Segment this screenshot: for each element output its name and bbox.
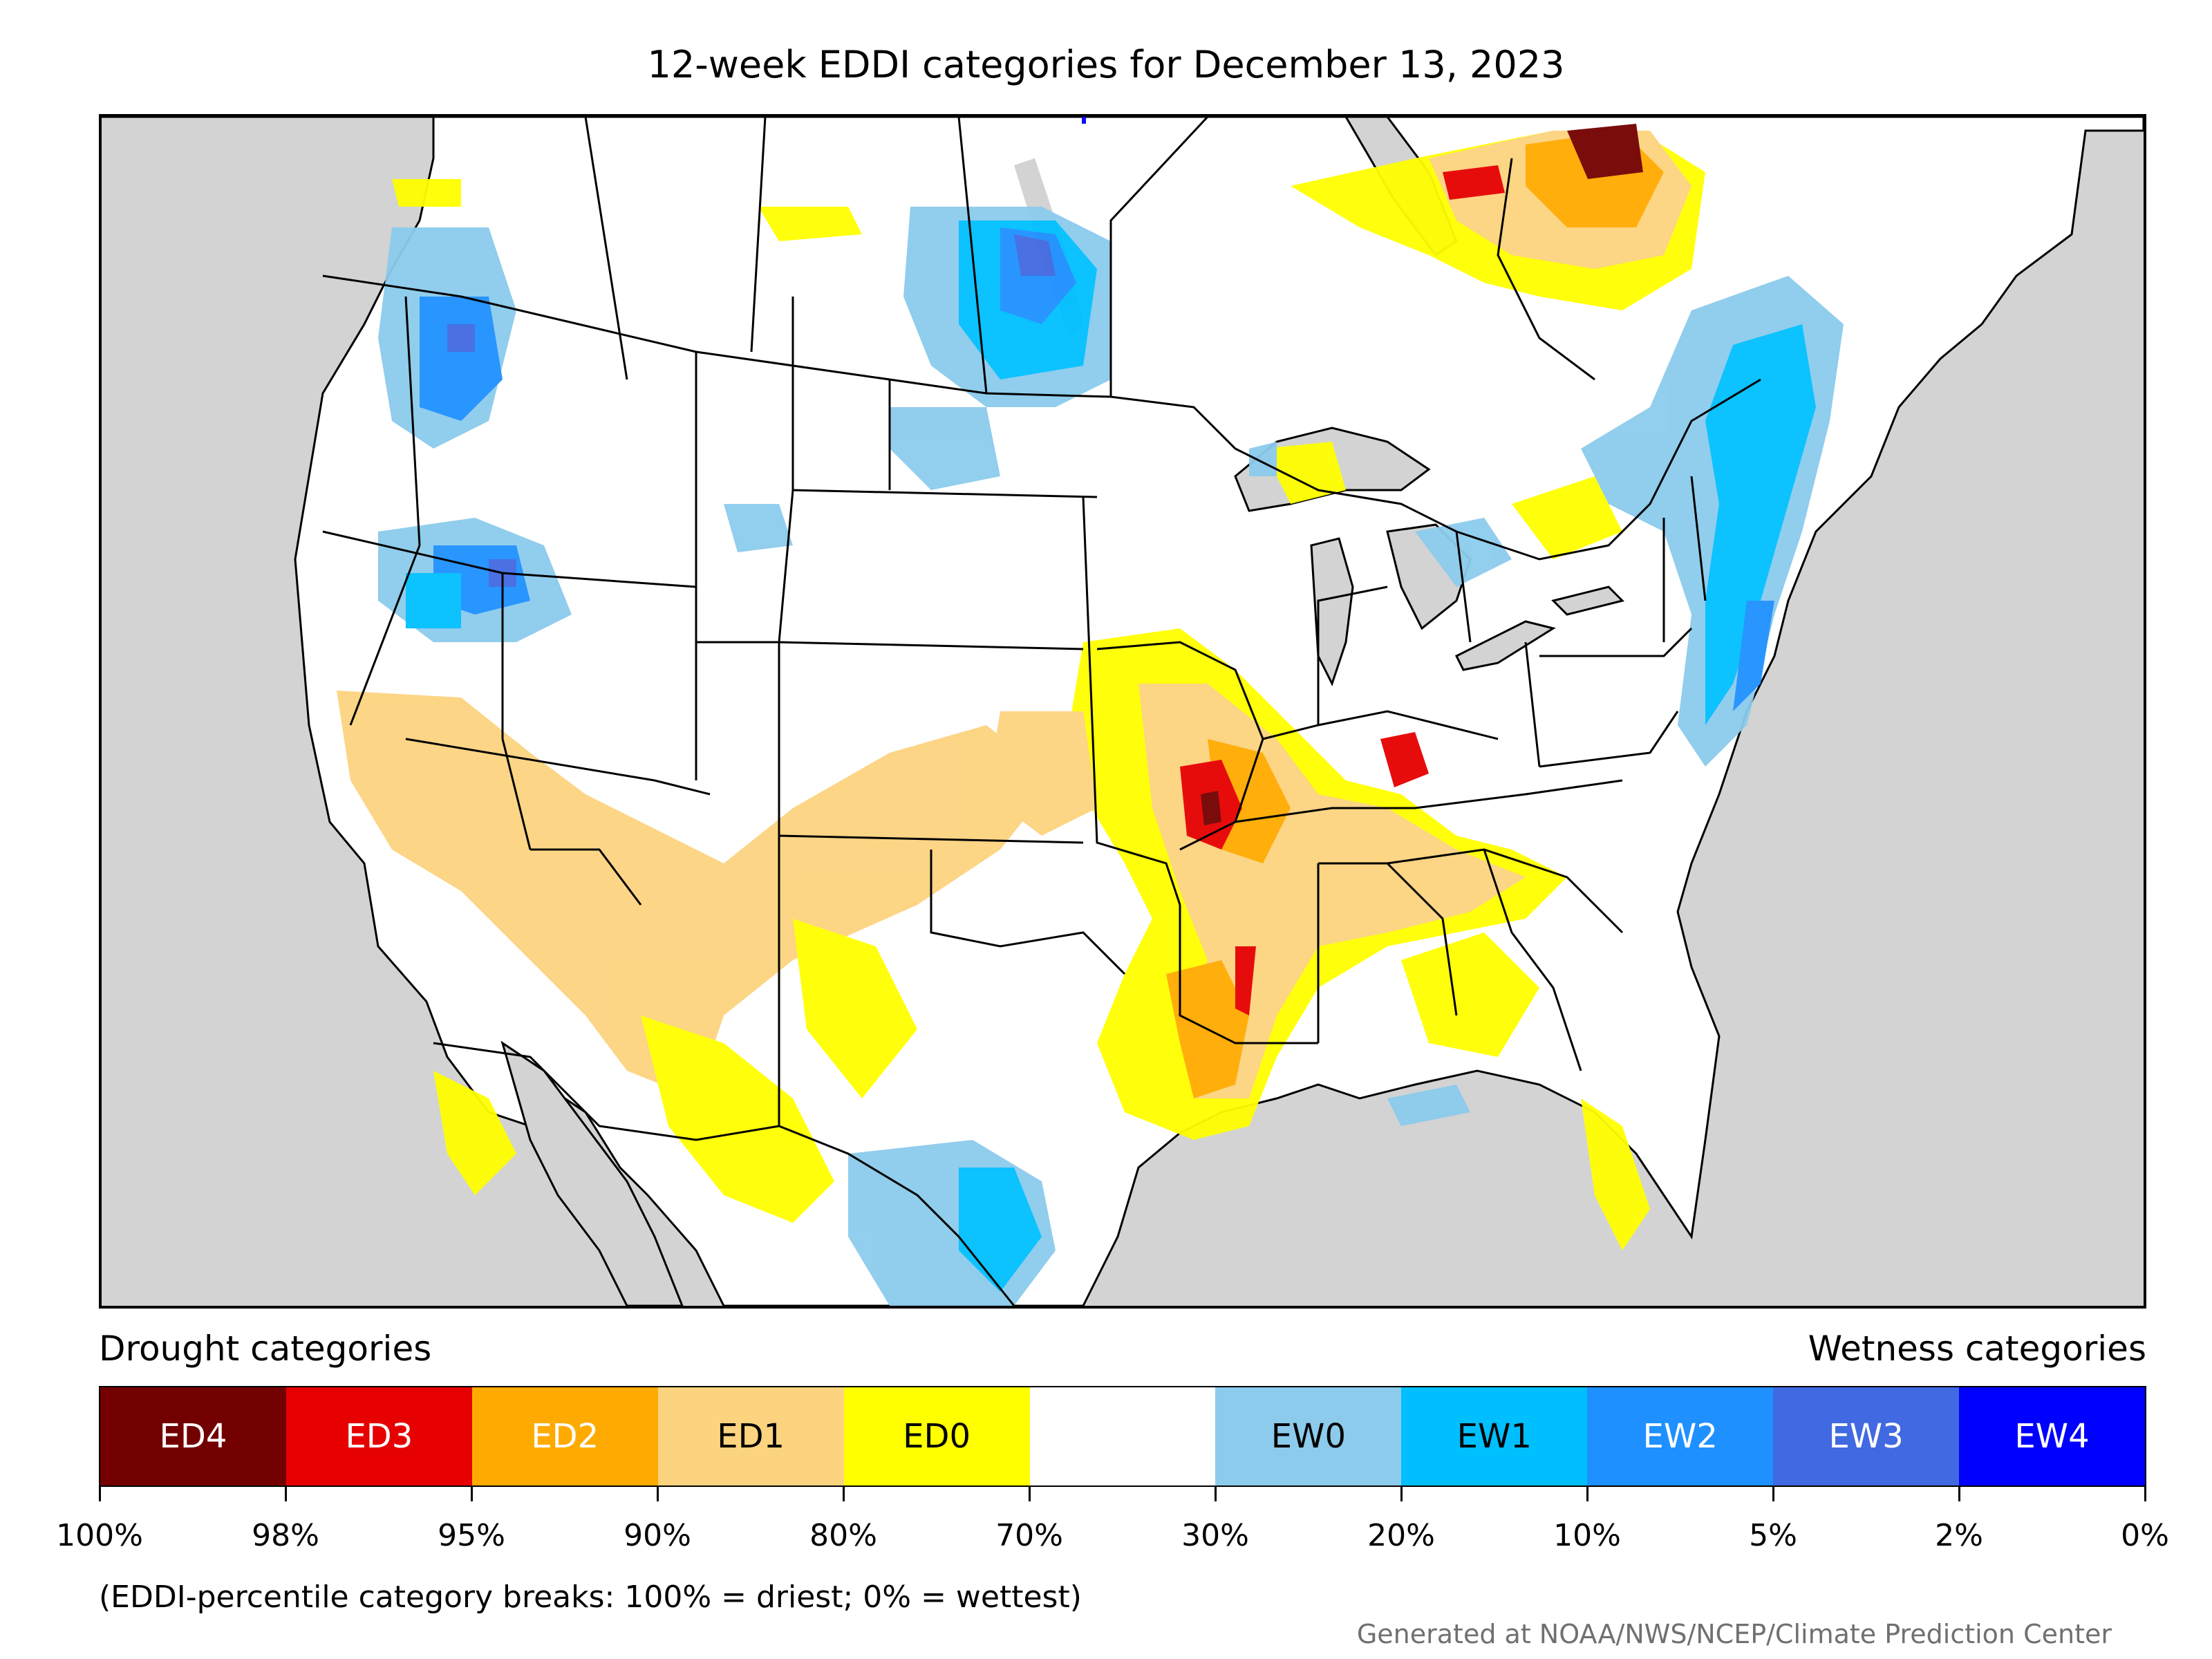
- colorbar-cell-ed3: ED3: [285, 1387, 472, 1485]
- wetness-categories-label: Wetness categories: [1808, 1329, 2146, 1369]
- colorbar-tick: [2144, 1486, 2146, 1501]
- colorbar-cell-normal: [1029, 1387, 1216, 1485]
- colorbar-tick-label: 30%: [1181, 1518, 1249, 1553]
- colorbar-tick: [1586, 1486, 1588, 1501]
- colorbar-tick-label: 80%: [809, 1518, 877, 1553]
- colorbar-tick-label: 95%: [438, 1518, 505, 1553]
- colorbar-tick-label: 10%: [1553, 1518, 1621, 1553]
- category-colorbar: ED4 ED3 ED2 ED1 ED0 EW0 EW1 EW2 EW3 EW4: [99, 1386, 2146, 1487]
- colorbar-ticks: [99, 1486, 2146, 1503]
- colorbar-tick-label: 20%: [1367, 1518, 1435, 1553]
- map-canvas: [102, 117, 2144, 1306]
- political-boundaries: [322, 117, 1761, 1306]
- colorbar-cell-ed2: ED2: [471, 1387, 658, 1485]
- colorbar-tick-label: 5%: [1749, 1518, 1797, 1553]
- colorbar-tick: [657, 1486, 659, 1501]
- drought-categories-label: Drought categories: [99, 1329, 432, 1369]
- lake-ontario: [1551, 585, 1624, 616]
- colorbar-tick-label: 100%: [56, 1518, 143, 1553]
- colorbar-tick-label: 2%: [1935, 1518, 1983, 1553]
- colorbar-tick: [1958, 1486, 1960, 1501]
- colorbar-tick: [1772, 1486, 1774, 1501]
- colorbar-cell-ew2: EW2: [1587, 1387, 1774, 1485]
- colorbar-cell-ew0: EW0: [1215, 1387, 1402, 1485]
- colorbar-cell-ew4: EW4: [1959, 1387, 2145, 1485]
- colorbar-tick-label: 98%: [252, 1518, 319, 1553]
- colorbar-cell-ew1: EW1: [1401, 1387, 1588, 1485]
- colorbar-tick: [843, 1486, 845, 1501]
- map-title: 12-week EDDI categories for December 13,…: [647, 43, 1565, 86]
- colorbar-tick: [1029, 1486, 1031, 1501]
- colorbar-cell-ed1: ED1: [657, 1387, 844, 1485]
- credit-text: Generated at NOAA/NWS/NCEP/Climate Predi…: [1356, 1619, 2112, 1649]
- colorbar-cell-ed0: ED0: [843, 1387, 1030, 1485]
- gulf-of-california: [500, 1040, 684, 1306]
- colorbar-tick: [285, 1486, 287, 1501]
- colorbar-cell-ew3: EW3: [1773, 1387, 1960, 1485]
- eddi-map: [99, 114, 2146, 1309]
- colorbar-tick-label: 70%: [995, 1518, 1063, 1553]
- colorbar-cell-ed4: ED4: [100, 1387, 286, 1485]
- colorbar-tick-label: 90%: [624, 1518, 691, 1553]
- colorbar-tick: [471, 1486, 473, 1501]
- colorbar-tick: [1215, 1486, 1217, 1501]
- colorbar-tick: [99, 1486, 101, 1501]
- colorbar-tick: [1400, 1486, 1403, 1501]
- lake-michigan: [1310, 537, 1354, 686]
- category-breaks-note: (EDDI-percentile category breaks: 100% =…: [99, 1580, 1082, 1615]
- colorbar-tick-label: 0%: [2121, 1518, 2169, 1553]
